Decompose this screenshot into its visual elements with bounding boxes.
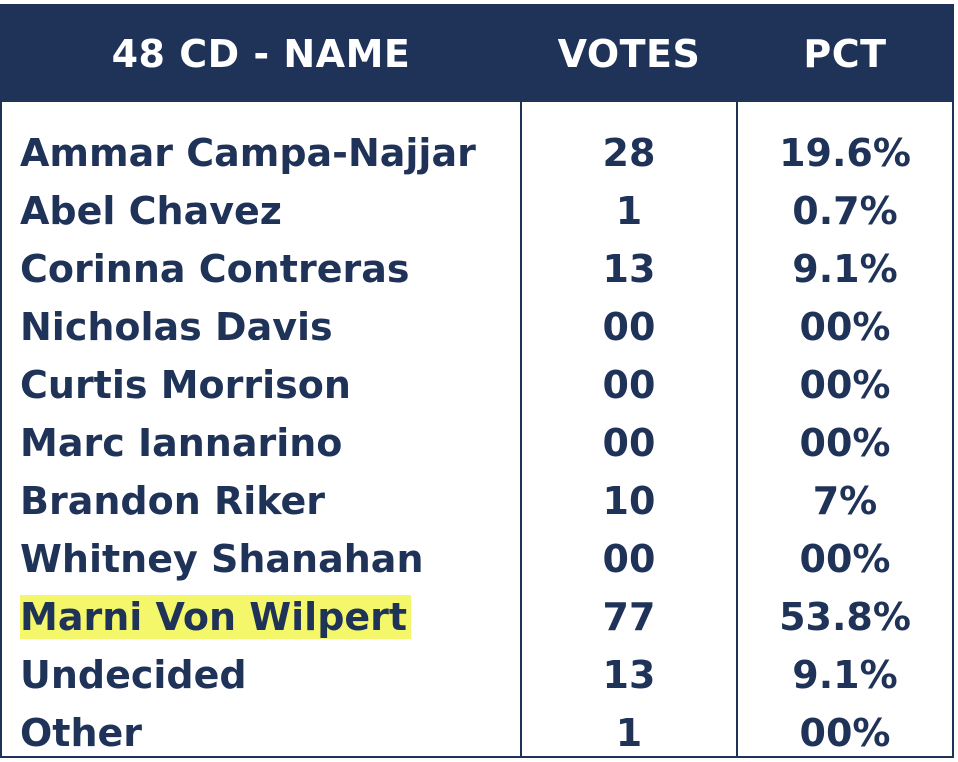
candidate-name-text: Marc Iannarino xyxy=(20,421,343,465)
vote-count: 13 xyxy=(602,653,656,697)
candidate-name: Marni Von Wilpert xyxy=(20,588,516,646)
table-row: Whitney Shanahan 00 00% xyxy=(2,530,952,588)
vote-percent: 19.6% xyxy=(779,131,911,175)
vote-percent: 00% xyxy=(799,363,891,407)
candidate-name: Ammar Campa-Najjar xyxy=(20,124,516,182)
vote-count: 00 xyxy=(602,363,656,407)
column-divider xyxy=(520,6,522,756)
vote-count: 00 xyxy=(602,421,656,465)
candidate-name: Brandon Riker xyxy=(20,472,516,530)
header-votes: VOTES xyxy=(557,32,701,76)
vote-percent: 00% xyxy=(799,711,891,755)
candidate-name: Abel Chavez xyxy=(20,182,516,240)
candidate-name: Marc Iannarino xyxy=(20,414,516,472)
table-body: Ammar Campa-Najjar 28 19.6% Abel Chavez 1 0.7… xyxy=(2,124,952,762)
candidate-name-text: Curtis Morrison xyxy=(20,363,351,407)
table-row: Undecided 13 9.1% xyxy=(2,646,952,704)
table-row: Ammar Campa-Najjar 28 19.6% xyxy=(2,124,952,182)
table-row: Curtis Morrison 00 00% xyxy=(2,356,952,414)
header-name: 48 CD - NAME xyxy=(111,32,411,76)
vote-count: 1 xyxy=(615,711,643,755)
table-header: 48 CD - NAME VOTES PCT xyxy=(2,6,952,102)
candidate-name-text: Nicholas Davis xyxy=(20,305,333,349)
candidate-name: Undecided xyxy=(20,646,516,704)
vote-count: 10 xyxy=(602,479,656,523)
table-row: Abel Chavez 1 0.7% xyxy=(2,182,952,240)
candidate-name-text: Corinna Contreras xyxy=(20,247,410,291)
table-row: Nicholas Davis 00 00% xyxy=(2,298,952,356)
vote-percent: 9.1% xyxy=(792,247,898,291)
candidate-name: Corinna Contreras xyxy=(20,240,516,298)
candidate-name-text: Ammar Campa-Najjar xyxy=(20,131,476,175)
table-row: Other 1 00% xyxy=(2,704,952,762)
candidate-name-text: Marni Von Wilpert xyxy=(20,595,412,639)
vote-percent: 53.8% xyxy=(779,595,911,639)
vote-percent: 00% xyxy=(799,537,891,581)
vote-count: 1 xyxy=(615,189,643,233)
table-row: Corinna Contreras 13 9.1% xyxy=(2,240,952,298)
vote-percent: 9.1% xyxy=(792,653,898,697)
vote-count: 00 xyxy=(602,537,656,581)
vote-percent: 00% xyxy=(799,421,891,465)
vote-count: 00 xyxy=(602,305,656,349)
candidate-name-text: Whitney Shanahan xyxy=(20,537,424,581)
vote-percent: 0.7% xyxy=(792,189,898,233)
candidate-name-text: Other xyxy=(20,711,143,755)
column-divider xyxy=(736,6,738,756)
header-pct: PCT xyxy=(803,32,887,76)
candidate-name: Nicholas Davis xyxy=(20,298,516,356)
candidate-name: Curtis Morrison xyxy=(20,356,516,414)
table-row: Marni Von Wilpert 77 53.8% xyxy=(2,588,952,646)
table-row: Brandon Riker 10 7% xyxy=(2,472,952,530)
candidate-name-text: Abel Chavez xyxy=(20,189,282,233)
vote-percent: 7% xyxy=(812,479,878,523)
candidate-name-text: Brandon Riker xyxy=(20,479,326,523)
results-table: 48 CD - NAME VOTES PCT Ammar Campa-Najja… xyxy=(0,4,954,758)
vote-count: 13 xyxy=(602,247,656,291)
vote-count: 28 xyxy=(602,131,656,175)
table-row: Marc Iannarino 00 00% xyxy=(2,414,952,472)
vote-percent: 00% xyxy=(799,305,891,349)
candidate-name: Other xyxy=(20,704,516,762)
candidate-name: Whitney Shanahan xyxy=(20,530,516,588)
candidate-name-text: Undecided xyxy=(20,653,247,697)
vote-count: 77 xyxy=(602,595,656,639)
